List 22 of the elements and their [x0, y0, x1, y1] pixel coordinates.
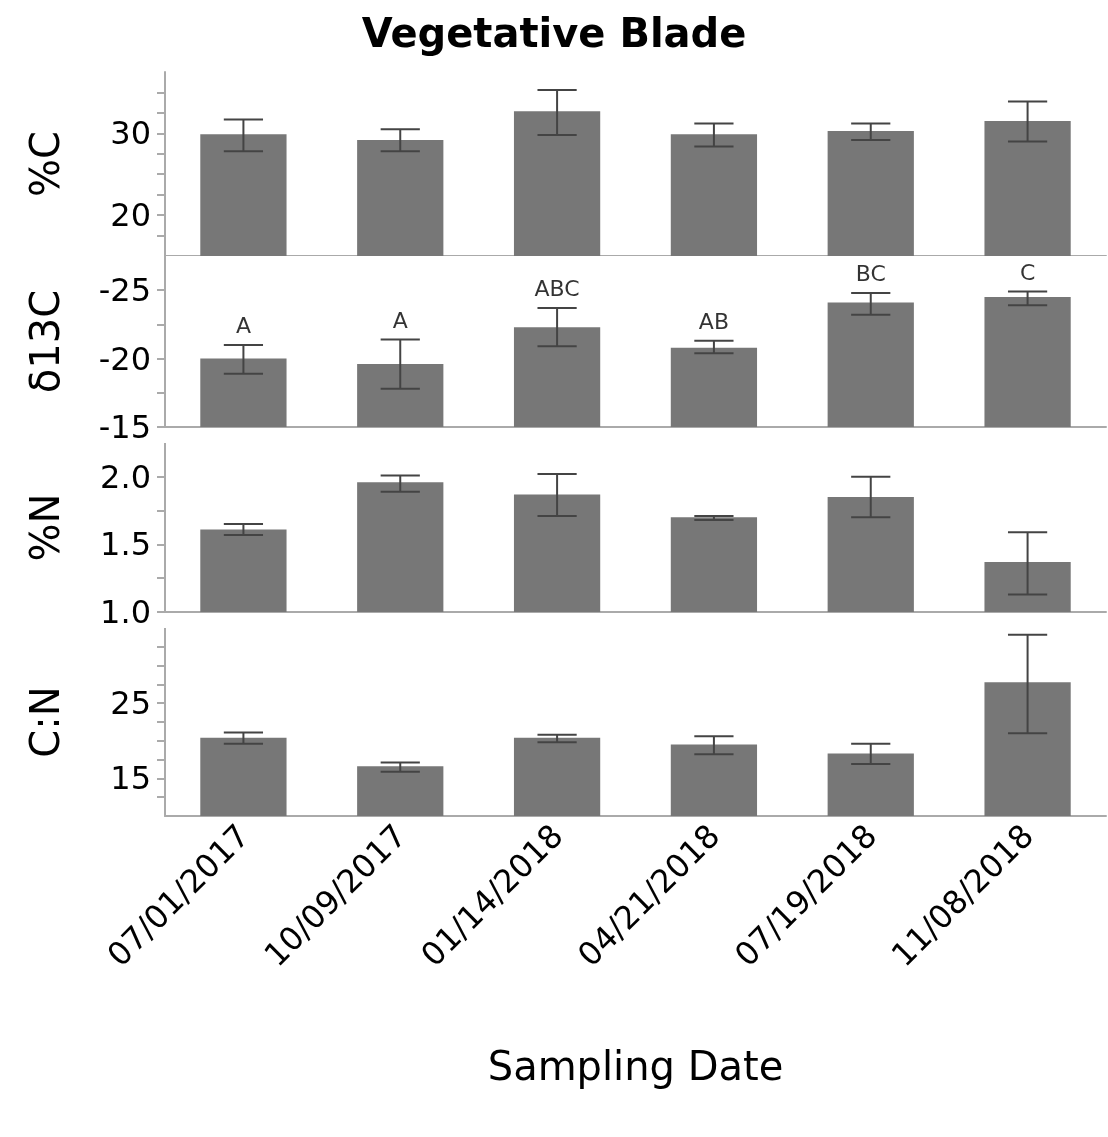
annotation: C	[1019, 260, 1036, 286]
y-tick-label: 20	[110, 196, 151, 235]
y-tick-label: -15	[98, 408, 151, 446]
y-tick-label: 2.0	[100, 457, 151, 496]
annotation: BC	[855, 261, 886, 287]
y-tick-label: -25	[98, 271, 151, 310]
y-tick-label: 25	[110, 684, 151, 723]
annotation: ABC	[534, 276, 580, 302]
annotation: AB	[698, 309, 729, 335]
y-axis-title: %C	[22, 131, 68, 197]
y-axis-title: %N	[22, 493, 68, 562]
y-tick-label: 1.0	[100, 593, 151, 631]
y-tick-label: 1.5	[100, 525, 151, 564]
annotation: A	[392, 307, 408, 333]
y-axis-title: C:N	[22, 686, 68, 758]
y-axis-title: δ13C	[22, 289, 68, 394]
chart-title: Vegetative Blade	[361, 10, 747, 56]
x-axis-title: Sampling Date	[487, 1043, 784, 1089]
y-tick-label: 15	[110, 759, 151, 798]
y-tick-label: 30	[110, 114, 151, 153]
y-tick-label: -20	[98, 339, 151, 378]
annotation: A	[235, 313, 251, 339]
